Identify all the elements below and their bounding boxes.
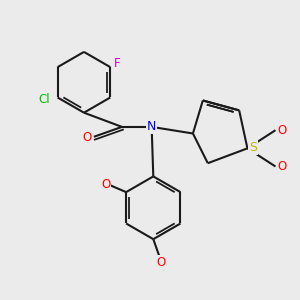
Text: S: S (249, 141, 257, 154)
Text: O: O (278, 124, 287, 137)
Text: O: O (278, 160, 287, 173)
Text: O: O (157, 256, 166, 269)
Text: N: N (147, 120, 156, 134)
Text: F: F (114, 57, 121, 70)
Text: O: O (101, 178, 110, 191)
Text: Cl: Cl (38, 93, 50, 106)
Text: O: O (82, 131, 91, 144)
